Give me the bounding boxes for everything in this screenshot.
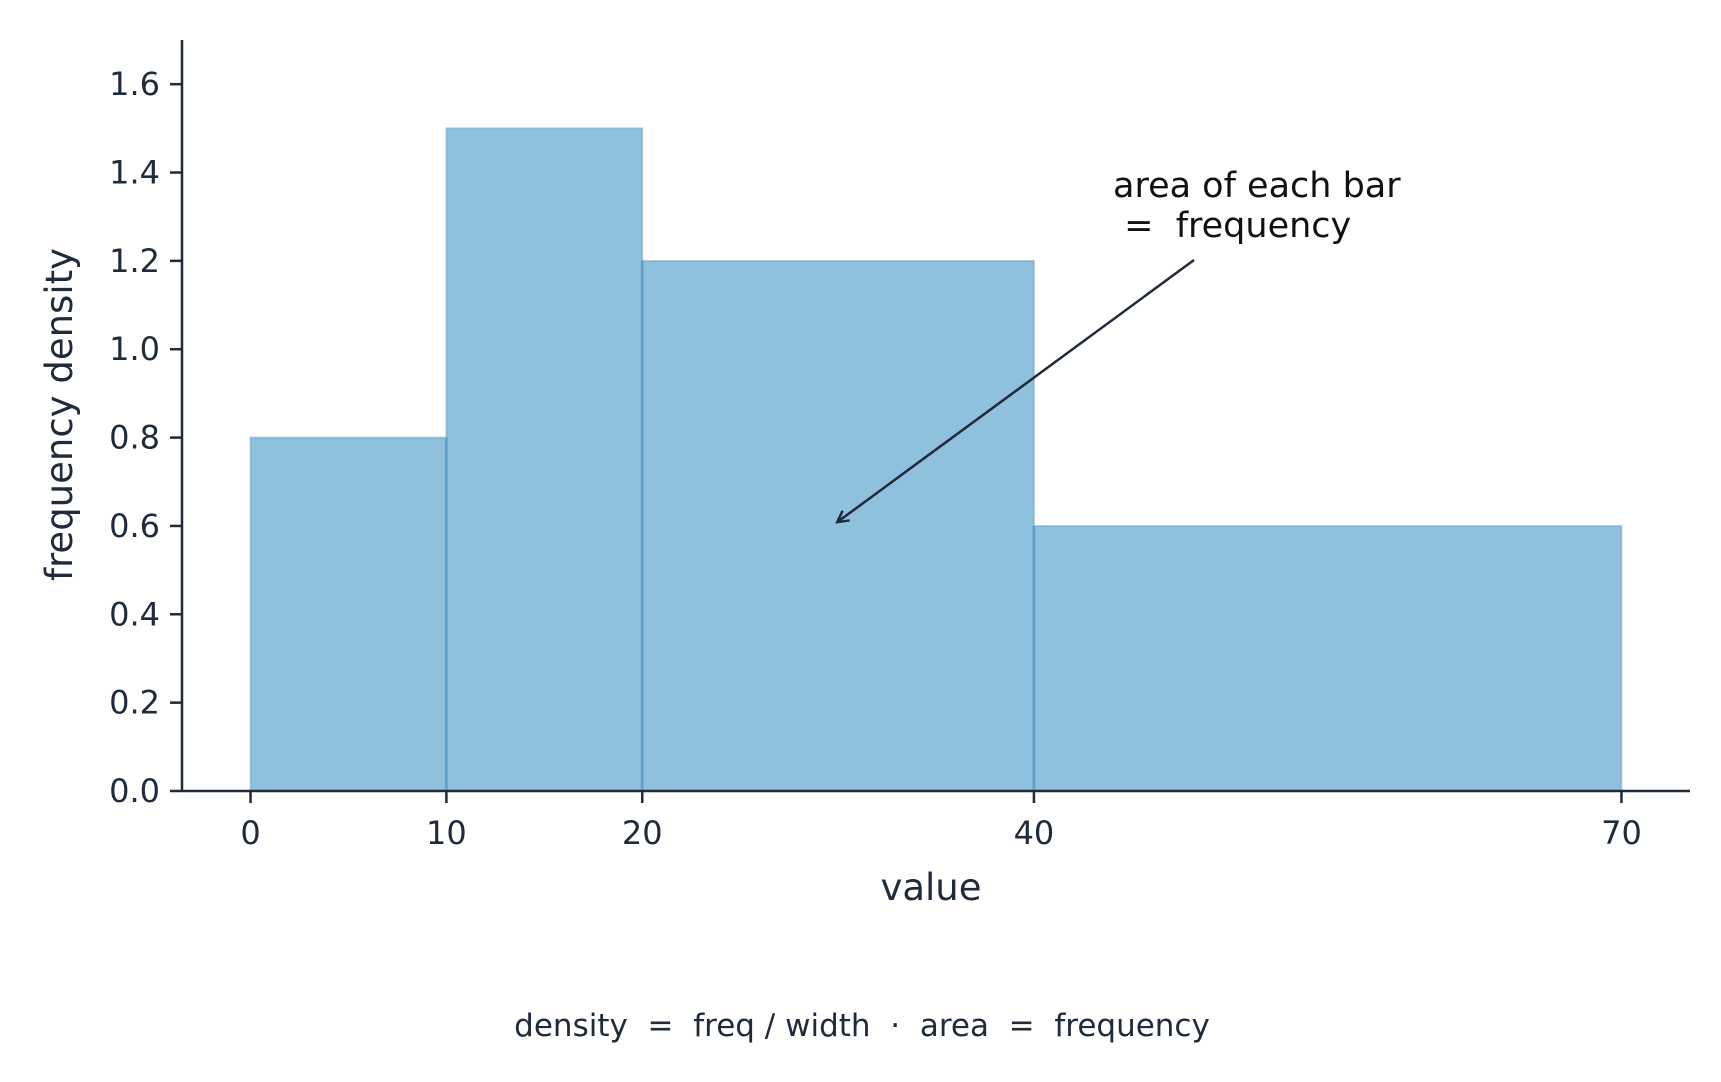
axes-group (180, 40, 1690, 793)
x-ticks-group: 0 10 20 40 70 (240, 791, 1642, 852)
y-tick-label: 0.8 (109, 419, 160, 457)
y-tick-label: 0.0 (109, 772, 160, 810)
y-tick-label: 1.6 (109, 65, 160, 103)
chart-caption: density = freq / width · area = frequenc… (514, 1008, 1210, 1044)
y-tick-label: 1.0 (109, 330, 160, 368)
histogram-bar-0-10 (249, 436, 448, 792)
histogram-bar-10-20 (445, 127, 644, 792)
annotation: area of each bar = frequency (838, 166, 1401, 522)
bars-group (249, 127, 1623, 793)
y-tick-label: 0.2 (109, 684, 160, 722)
y-tick-label: 1.4 (109, 154, 160, 192)
annotation-arrow (838, 258, 1195, 522)
annotation-line-2: = frequency (1113, 206, 1351, 246)
y-tick-label: 1.2 (109, 242, 160, 280)
x-tick-label: 70 (1601, 814, 1642, 852)
x-tick-label: 40 (1014, 814, 1055, 852)
y-tick-label: 0.4 (109, 595, 160, 633)
histogram-bar-40-70 (1032, 524, 1623, 792)
y-axis-label: frequency density (38, 248, 81, 581)
x-axis-label: value (880, 866, 981, 909)
annotation-line-1: area of each bar (1113, 166, 1401, 206)
y-ticks-group: 0.0 0.2 0.4 0.6 0.8 1.0 1.2 1.4 1.6 (109, 65, 182, 810)
x-tick-label: 10 (426, 814, 467, 852)
x-tick-label: 0 (240, 814, 260, 852)
y-tick-label: 0.6 (109, 507, 160, 545)
x-tick-label: 20 (622, 814, 663, 852)
histogram-bar-20-40 (641, 259, 1035, 793)
